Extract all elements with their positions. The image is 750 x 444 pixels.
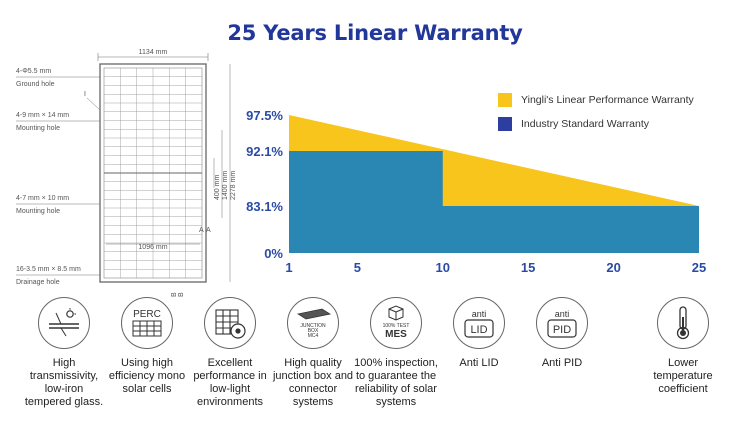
svg-text:MC4: MC4 — [308, 333, 319, 339]
svg-text:JUNCTION: JUNCTION — [300, 323, 326, 329]
panel-inner-width-label: 1096 mm — [138, 244, 167, 251]
section-mark-a2: A — [206, 227, 211, 234]
feature-junction-box: JUNCTION BOX MC4 High quality junction b… — [270, 297, 356, 409]
legend-swatch-industry — [498, 117, 512, 131]
x-tick-label: 1 — [285, 260, 292, 275]
feature-label-junction-box: High quality junction box and connector … — [272, 357, 354, 408]
svg-text:PID: PID — [553, 324, 571, 336]
legend-swatch-yingli — [498, 93, 512, 107]
svg-text:MES: MES — [385, 329, 407, 340]
section-mark-a1: A — [199, 227, 204, 234]
length-400: 400 mm — [214, 175, 221, 200]
section-mark-b1: B — [171, 292, 178, 297]
feature-glass: High transmissivity, low-iron tempered g… — [21, 297, 107, 409]
x-tick-label: 15 — [521, 260, 535, 275]
y-tick-label: 92.1% — [246, 144, 283, 159]
svg-text:anti: anti — [472, 309, 487, 319]
feature-anti-pid: anti PID Anti PID — [519, 297, 605, 370]
feature-label-mes: 100% inspection, to guarantee the reliab… — [354, 357, 438, 408]
hole-size-3: 4-7 mm × 10 mm — [16, 195, 69, 202]
x-tick-label: 5 — [354, 260, 361, 275]
feature-label-anti-lid: Anti LID — [459, 357, 499, 369]
hole-name-3: Mounting hole — [16, 208, 60, 215]
hole-name-4: Drainage hole — [16, 279, 60, 286]
legend-label-yingli: Yingli's Linear Performance Warranty — [521, 94, 694, 106]
x-tick-label: 20 — [606, 260, 620, 275]
mes-icon: 100% TEST MES — [370, 297, 422, 349]
length-1400: 1400 mm — [222, 171, 229, 200]
x-tick-label: 10 — [436, 260, 450, 275]
anti-lid-icon: anti LID — [453, 297, 505, 349]
hole-size-1: 4-Φ5.5 mm — [16, 68, 51, 75]
y-tick-label: 83.1% — [246, 199, 283, 214]
legend-item-yingli: Yingli's Linear Performance Warranty — [498, 93, 694, 107]
legend-label-industry: Industry Standard Warranty — [521, 118, 649, 130]
feature-label-perc: Using high efficiency mono solar cells — [108, 357, 186, 395]
feature-label-temperature: Lower temperature coefficient — [653, 357, 713, 395]
feature-label-low-light: Excellent performance in low-light envir… — [193, 357, 267, 408]
y-tick-label: 97.5% — [246, 108, 283, 123]
low-light-cell-icon — [204, 297, 256, 349]
panel-marker-label: I — [84, 91, 86, 98]
legend-item-industry: Industry Standard Warranty — [498, 117, 649, 131]
page-title: 25 Years Linear Warranty — [227, 21, 523, 45]
length-2278: 2278 mm — [230, 171, 237, 200]
hole-name-2: Mounting hole — [16, 125, 60, 132]
thermometer-icon — [657, 297, 709, 349]
hole-size-4: 16-3.5 mm × 8.5 mm — [16, 266, 81, 273]
perc-cell-icon: PERC — [121, 297, 173, 349]
svg-text:anti: anti — [555, 309, 570, 319]
panel-drawing: 1134 mm 1096 mm I 4-Φ5.5 mm Ground hole … — [16, 49, 237, 297]
y-tick-label: 0% — [264, 246, 283, 261]
svg-text:100% TEST: 100% TEST — [383, 323, 410, 329]
section-mark-b2: B — [178, 292, 185, 297]
hole-name-1: Ground hole — [16, 81, 55, 88]
svg-text:LID: LID — [470, 324, 487, 336]
svg-text:BOX: BOX — [308, 328, 319, 334]
feature-temperature: Lower temperature coefficient — [640, 297, 726, 396]
svg-text:PERC: PERC — [133, 309, 161, 320]
warranty-chart: 1 5 10 15 20 25 97.5%92.1%83.1%0% — [246, 108, 706, 275]
feature-mes: 100% TEST MES 100% inspection, to guaran… — [353, 297, 439, 409]
anti-pid-icon: anti PID — [536, 297, 588, 349]
junction-box-icon: JUNCTION BOX MC4 — [287, 297, 339, 349]
x-tick-label: 25 — [692, 260, 706, 275]
glass-icon — [38, 297, 90, 349]
feature-anti-lid: anti LID Anti LID — [436, 297, 522, 370]
feature-perc: PERC Using high efficiency mono solar ce… — [104, 297, 190, 396]
feature-label-anti-pid: Anti PID — [541, 357, 583, 369]
industry-warranty-area — [289, 151, 699, 253]
panel-width-label: 1134 mm — [139, 49, 168, 56]
feature-low-light: Excellent performance in low-light envir… — [187, 297, 273, 409]
hole-size-2: 4-9 mm × 14 mm — [16, 112, 69, 119]
drawing-area: 1134 mm 1096 mm I 4-Φ5.5 mm Ground hole … — [16, 49, 706, 297]
feature-label-glass: High transmissivity, low-iron tempered g… — [24, 357, 104, 408]
